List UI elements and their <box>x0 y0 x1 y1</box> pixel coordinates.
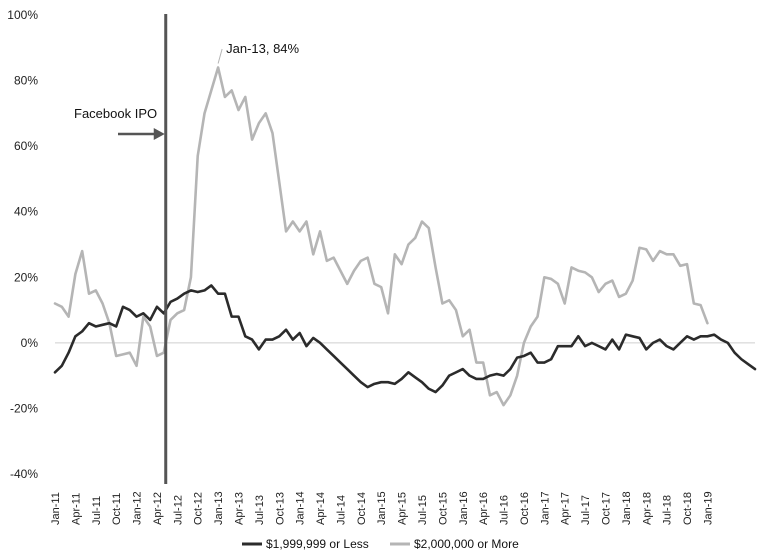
x-tick-label: Jan-17 <box>539 491 551 525</box>
facebook-ipo-label: Facebook IPO <box>74 106 157 121</box>
y-tick-label: 0% <box>21 336 39 350</box>
y-tick-label: 100% <box>7 8 38 22</box>
series-line <box>53 284 757 394</box>
x-tick-label: Jan-13 <box>213 491 225 525</box>
peak-annotation-label: Jan-13, 84% <box>226 41 299 56</box>
x-tick-label: Apr-13 <box>233 492 245 525</box>
x-tick-label: Oct-11 <box>111 493 123 525</box>
series-lines <box>53 66 757 407</box>
x-tick-label: Oct-13 <box>274 492 286 525</box>
x-tick-label: Jan-19 <box>702 491 714 525</box>
x-tick-label: Jan-16 <box>458 491 470 525</box>
x-tick-label: Jul-13 <box>254 495 266 525</box>
x-tick-label: Oct-15 <box>437 492 449 525</box>
x-tick-label: Apr-12 <box>152 492 164 525</box>
x-tick-label: Jan-14 <box>295 491 307 525</box>
y-tick-label: -40% <box>10 467 38 481</box>
x-tick-label: Apr-16 <box>478 492 490 525</box>
x-tick-label: Oct-16 <box>519 492 531 525</box>
legend-label: $2,000,000 or More <box>414 537 519 551</box>
x-tick-label: Jul-15 <box>417 495 429 525</box>
y-tick-label: 60% <box>14 139 38 153</box>
x-axis-labels: Jan-11 Apr-11 Jul-11 Oct-11 Jan-12 Apr-12 Jul-… <box>50 491 714 525</box>
x-tick-label: Jul-12 <box>172 495 184 525</box>
peak-annotation-leader <box>217 48 223 64</box>
x-tick-label: Oct-18 <box>682 492 694 525</box>
x-tick-label: Apr-14 <box>315 492 327 525</box>
legend-label: $1,999,999 or Less <box>266 537 369 551</box>
x-tick-label: Jul-11 <box>91 496 103 525</box>
x-tick-label: Jan-15 <box>376 491 388 525</box>
x-tick-label: Jul-14 <box>335 495 347 525</box>
series-line <box>53 66 709 407</box>
facebook-ipo-arrowhead <box>153 128 165 140</box>
x-tick-label: Apr-15 <box>397 492 409 525</box>
y-tick-label: 20% <box>14 270 38 284</box>
x-tick-label: Oct-14 <box>356 492 368 525</box>
x-tick-label: Oct-17 <box>600 492 612 525</box>
x-tick-label: Jul-17 <box>580 495 592 525</box>
y-tick-label: 40% <box>14 205 38 219</box>
x-tick-label: Apr-18 <box>641 492 653 525</box>
x-tick-label: Apr-17 <box>560 492 572 525</box>
x-tick-label: Jul-18 <box>662 495 674 525</box>
x-tick-label: Apr-11 <box>70 493 82 525</box>
x-tick-label: Jan-11 <box>50 492 62 525</box>
x-tick-label: Jan-18 <box>621 491 633 525</box>
y-tick-label: -20% <box>10 401 38 415</box>
x-tick-label: Jan-12 <box>132 491 144 525</box>
x-tick-label: Oct-12 <box>193 492 205 525</box>
x-tick-label: Jul-16 <box>499 495 511 525</box>
legend: $1,999,999 or Less $2,000,000 or More <box>242 537 519 551</box>
y-tick-label: 80% <box>14 74 38 88</box>
y-axis-labels: -40% -20% 0% 20% 40% 60% 80% 100% <box>7 8 38 481</box>
